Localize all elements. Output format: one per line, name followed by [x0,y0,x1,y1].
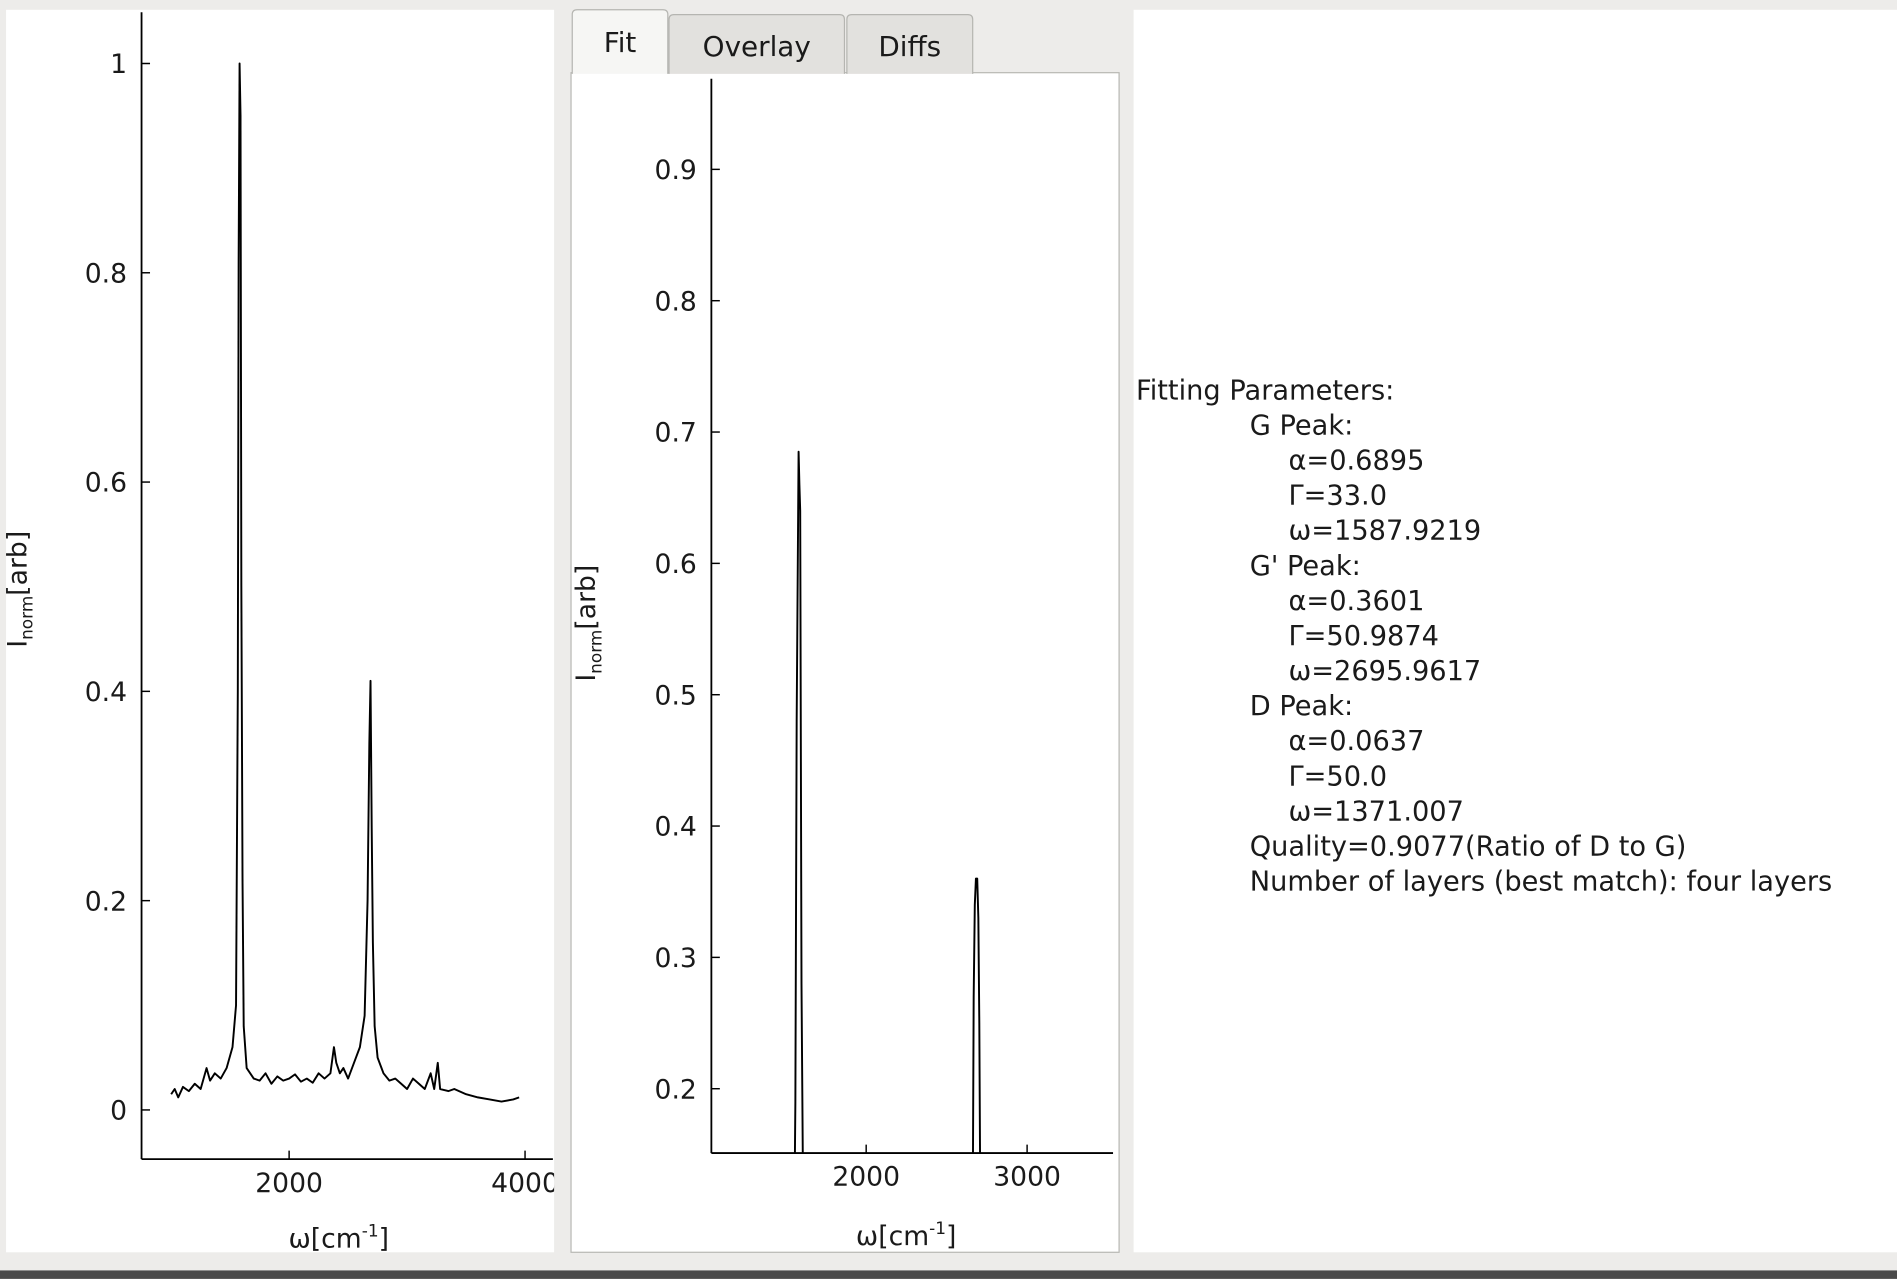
label-part: [arb] [571,565,602,630]
y-tick-label: 0.7 [655,418,697,449]
result-line: Number of layers (best match): four laye… [1250,867,1832,898]
tab[interactable] [668,14,846,74]
label-part: I [3,640,34,648]
y-tick-label: 0.3 [655,943,697,974]
label-part: ω[cm [289,1223,362,1254]
y-axis-label: Inorm[arb] [3,531,37,648]
result-line: Γ=50.9874 [1288,621,1439,652]
result-line: ω=1587.9219 [1288,516,1481,547]
y-tick-label: 0.9 [655,155,697,186]
result-line: D Peak: [1250,691,1353,722]
tab-bar: Fit Overlay Diffs [571,9,974,74]
y-tick-label: 0.6 [85,468,127,499]
y-tick-label: 0.4 [655,812,697,843]
result-line: α=0.6895 [1288,446,1424,477]
label-part: I [571,674,602,682]
x-axis-label: ω[cm-1] [289,1221,389,1255]
label-part: [arb] [3,531,34,596]
label-part: -1 [929,1218,946,1238]
tab-panel [570,72,1120,1253]
label-part: ω[cm [856,1221,929,1252]
result-line: Γ=50.0 [1288,761,1387,792]
x-tick-label: 4000 [491,1168,559,1199]
tab-label[interactable]: Overlay [703,30,811,63]
label-part: -1 [362,1221,379,1241]
result-line: G Peak: [1250,410,1354,441]
x-axis-label: ω[cm-1] [856,1218,956,1252]
result-line: α=0.3601 [1288,586,1424,617]
results-panel [1133,9,1897,1253]
y-tick-label: 0 [110,1096,127,1127]
x-tick-label: 2000 [255,1168,323,1199]
y-axis-label: Inorm[arb] [571,565,605,682]
label-part: ] [946,1221,956,1252]
status-bar [0,1270,1897,1279]
label-part: norm [585,630,605,674]
y-tick-label: 0.8 [655,286,697,317]
result-line: G' Peak: [1250,551,1361,582]
fit-results: Fitting Parameters: G Peak: α=0.6895 Γ=33.0… [1136,375,1832,897]
result-line: α=0.0637 [1288,726,1424,757]
spectrum-chart: 0 0.2 0.4 0.6 0.8 1 2000 4000 Inorm[arb] ω[cm-1] [3,12,559,1255]
fit-chart: 0.2 0.3 0.4 0.5 0.6 0.7 0.8 0.9 2000 3000 Inorm[ar… [571,78,1114,1252]
result-line: Quality=0.9077(Ratio of D to G) [1250,831,1687,862]
spectrum-line [170,62,520,1103]
y-tick-label: 0.2 [85,886,127,917]
x-tick-label: 3000 [993,1162,1061,1193]
y-tick-label: 0.6 [655,549,697,580]
spectrum-line [793,450,981,1154]
y-tick-label: 0.8 [85,258,127,289]
tab[interactable] [846,14,974,74]
tab-label[interactable]: Diffs [878,30,941,63]
x-tick-label: 2000 [832,1162,900,1193]
y-tick-label: 1 [110,49,127,80]
left-panel [6,9,555,1253]
tab-label[interactable]: Fit [604,26,637,59]
result-line: ω=2695.9617 [1288,656,1481,687]
label-part: norm [17,596,37,640]
label-part: ] [379,1223,389,1254]
result-line: ω=1371.007 [1288,796,1463,827]
result-line: Fitting Parameters: [1136,375,1394,406]
tab[interactable] [571,9,669,74]
y-tick-label: 0.5 [655,680,697,711]
result-line: Γ=33.0 [1288,481,1387,512]
y-tick-label: 0.4 [85,677,127,708]
y-tick-label: 0.2 [655,1074,697,1105]
